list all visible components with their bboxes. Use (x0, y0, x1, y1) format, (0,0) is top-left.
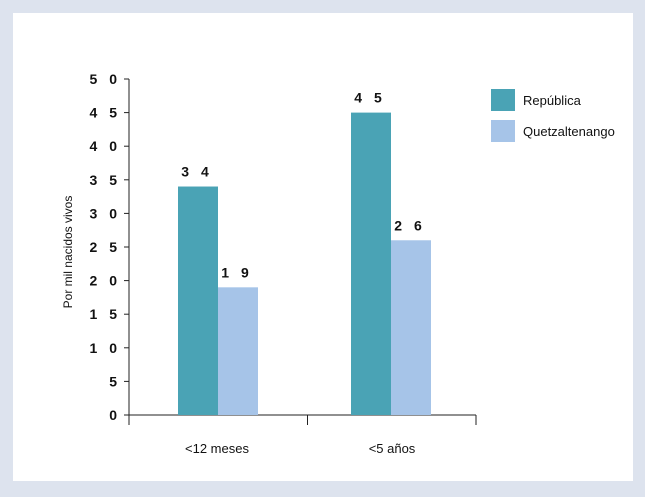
bar (218, 287, 258, 415)
x-tick-label: <12 meses (185, 441, 249, 456)
data-label: 1 9 (221, 264, 252, 280)
chart-panel (13, 13, 633, 481)
y-tick-label: 1 0 (90, 340, 121, 356)
data-label: 3 4 (181, 164, 212, 180)
axes: 0 5 1 0 1 5 2 0 2 5 3 0 3 5 4 0 4 5 5 0 <12 meses <5… (90, 71, 477, 456)
y-tick-label: 0 (109, 407, 121, 423)
legend-swatch (491, 120, 515, 142)
legend: República Quetzaltenango (491, 89, 615, 142)
y-tick-label: 2 0 (90, 273, 121, 289)
data-label: 2 6 (394, 217, 425, 233)
y-axis-label: Por mil nacidos vivos (61, 196, 75, 309)
bars: 3 4 4 5 1 9 2 6 (178, 90, 431, 415)
y-tick-label: 5 (109, 373, 121, 389)
bar (351, 112, 391, 415)
y-tick-label: 1 5 (90, 306, 121, 322)
x-tick-label: <5 años (369, 441, 416, 456)
bar (391, 240, 431, 415)
data-label: 4 5 (354, 90, 385, 106)
y-tick-label: 5 0 (90, 71, 121, 87)
y-tick-label: 3 0 (90, 205, 121, 221)
y-tick-label: 2 5 (90, 239, 121, 255)
legend-label: Quetzaltenango (523, 124, 615, 139)
legend-label: República (523, 93, 582, 108)
legend-swatch (491, 89, 515, 111)
bar (178, 186, 218, 415)
y-tick-label: 4 0 (90, 138, 121, 154)
y-tick-label: 4 5 (90, 105, 121, 121)
y-tick-label: 3 5 (90, 172, 121, 188)
